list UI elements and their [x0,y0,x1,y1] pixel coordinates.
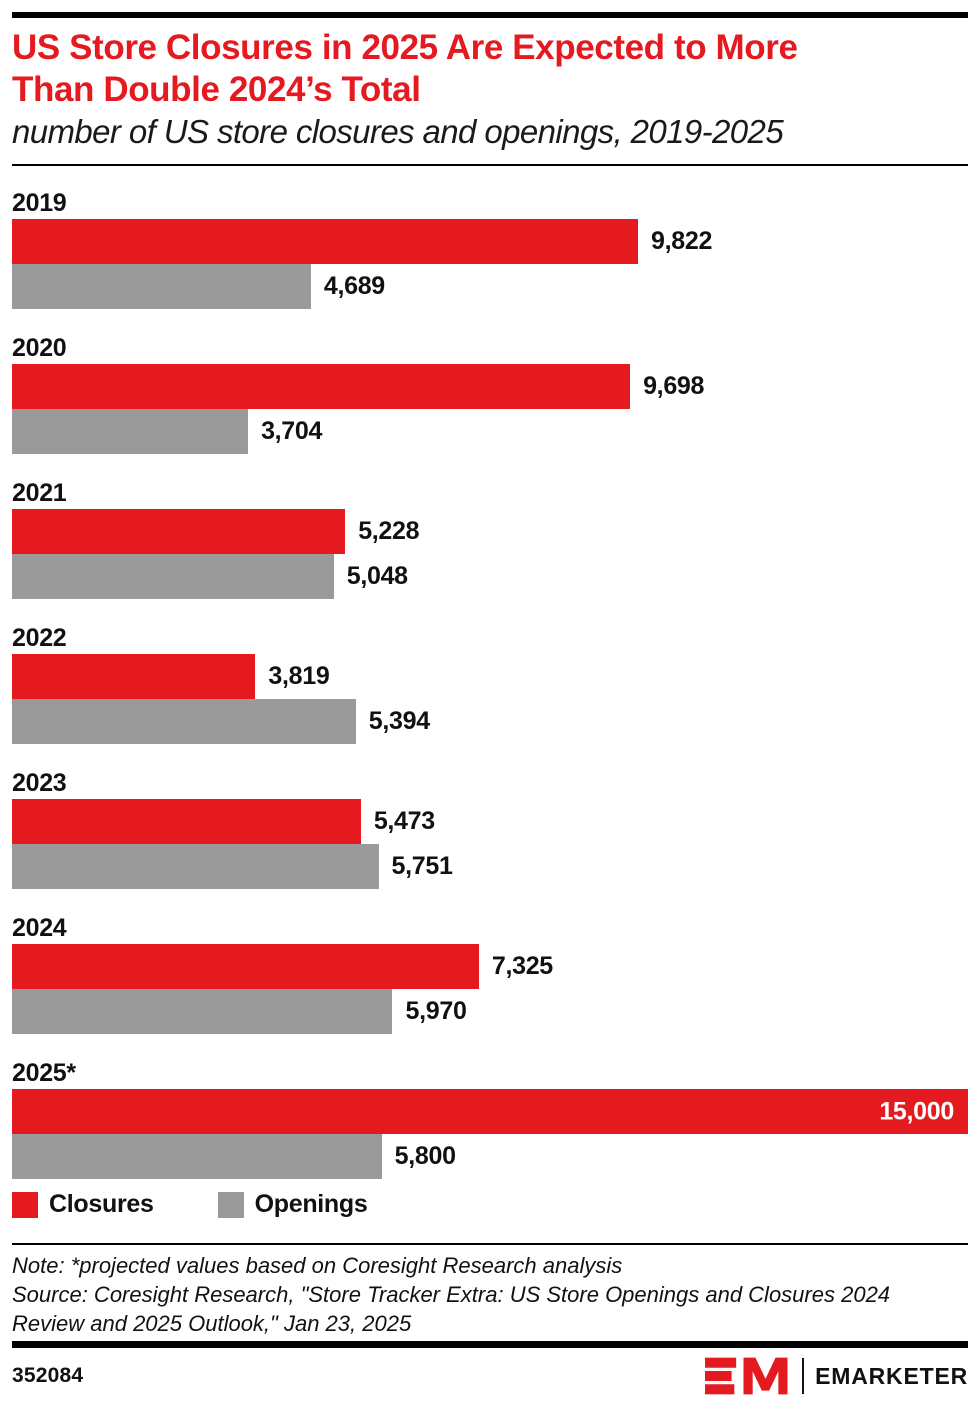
closures-bar [12,364,631,409]
year-label: 2019 [12,189,67,217]
legend-label: Openings [254,1190,368,1218]
openings-bar [12,989,393,1034]
closures-bar [12,799,361,844]
openings-bar [12,699,356,744]
year-group-2025: 2025* 15,000 5,800 [12,1061,968,1179]
value-label: 3,704 [261,417,323,445]
openings-bar [12,844,379,889]
closures-bar [12,509,346,554]
year-group-2021: 2021 5,228 5,048 [12,481,968,599]
closures-bar-row: 9,822 [12,219,968,264]
closures-bar-row: 15,000 [12,1089,968,1134]
value-label: 7,325 [491,952,553,980]
closures-bar [12,944,479,989]
brand-name: EMARKETER [815,1362,968,1389]
notes-divider [12,1243,968,1245]
year-group-2022: 2022 3,819 5,394 [12,626,968,744]
closures-bar [12,654,256,699]
year-group-2023: 2023 5,473 5,751 [12,771,968,889]
year-label: 2023 [12,769,67,797]
legend-label: Closures [49,1190,154,1218]
value-label: 5,800 [394,1142,456,1170]
closures-bar [12,219,638,264]
chart-id: 352084 [12,1364,84,1388]
closures-bar-row: 5,228 [12,509,968,554]
value-label: 3,819 [268,662,330,690]
openings-bar [12,409,249,454]
openings-bar-row: 5,048 [12,554,968,599]
year-group-2024: 2024 7,325 5,970 [12,916,968,1034]
chart-title-line-2: Than Double 2024’s Total [12,70,421,109]
openings-bar-row: 5,394 [12,699,968,744]
value-label: 5,473 [373,807,435,835]
year-label: 2024 [12,914,67,942]
openings-bar [12,554,334,599]
notes-block: Note: *projected values based on Coresig… [12,1252,968,1338]
legend: Closures Openings [12,1190,968,1219]
openings-bar [12,1134,382,1179]
value-label: 5,048 [346,562,408,590]
note-text: Note: *projected values based on Coresig… [12,1253,623,1278]
bar-chart: 2019 9,822 4,689 2020 9,698 3,704 2021 5,228 5,0… [12,191,968,1179]
openings-legend-swatch [217,1191,244,1218]
year-label: 2025* [12,1059,76,1087]
year-label: 2020 [12,334,67,362]
header-divider [12,164,968,166]
openings-bar-row: 5,970 [12,989,968,1034]
logo-divider [802,1358,805,1395]
chart-title: US Store Closures in 2025 Are Expected t… [12,27,968,111]
source-text: Source: Coresight Research, "Store Track… [12,1281,891,1336]
closures-bar-row: 3,819 [12,654,968,699]
closures-bar-row: 5,473 [12,799,968,844]
value-label: 5,970 [405,997,467,1025]
openings-bar-row: 5,751 [12,844,968,889]
year-group-2020: 2020 9,698 3,704 [12,336,968,454]
value-label: 5,228 [358,517,420,545]
legend-item-closures: Closures [12,1190,154,1219]
year-label: 2021 [12,479,67,507]
closures-bar-row: 9,698 [12,364,968,409]
openings-bar [12,264,311,309]
top-rule [12,12,968,18]
value-label: 15,000 [879,1097,954,1125]
value-label: 9,822 [650,227,713,255]
value-label: 5,751 [391,852,453,880]
value-label: 9,698 [643,372,705,400]
closures-bar [12,1089,968,1134]
openings-bar-row: 4,689 [12,264,968,309]
chart-title-line-1: US Store Closures in 2025 Are Expected t… [12,28,798,67]
year-group-2019: 2019 9,822 4,689 [12,191,968,309]
openings-bar-row: 3,704 [12,409,968,454]
value-label: 5,394 [368,707,430,735]
closures-bar-row: 7,325 [12,944,968,989]
bottom-rule [12,1341,968,1349]
year-label: 2022 [12,624,67,652]
legend-item-openings: Openings [217,1190,368,1219]
chart-page: US Store Closures in 2025 Are Expected t… [0,12,980,1395]
value-label: 4,689 [323,272,385,300]
emarketer-logo: EMARKETER [705,1357,968,1395]
closures-legend-swatch [12,1191,38,1218]
footer: 352084 EMARKETER [12,1357,968,1395]
openings-bar-row: 5,800 [12,1134,968,1179]
chart-subtitle: number of US store closures and openings… [12,113,784,150]
